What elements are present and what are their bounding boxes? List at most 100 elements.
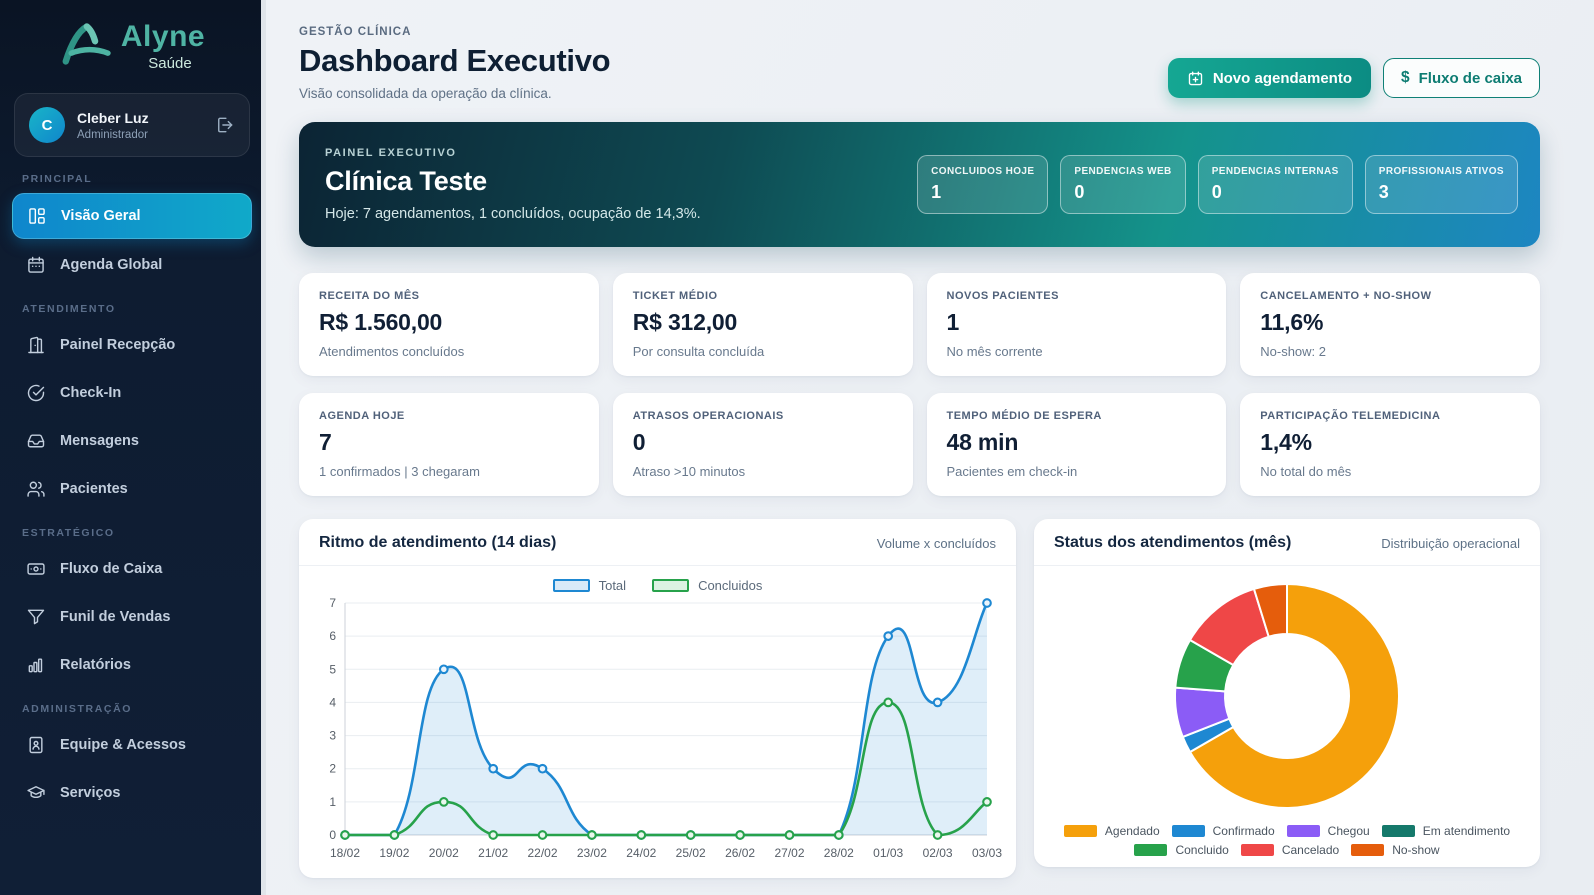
- sidebar-item-label: Painel Recepção: [60, 337, 176, 353]
- novo-agendamento-button[interactable]: Novo agendamento: [1167, 58, 1371, 98]
- page-eyebrow: GESTÃO CLÍNICA: [299, 26, 412, 38]
- kpi-value: 1,4%: [1260, 429, 1312, 455]
- legend-swatch-icon: [1351, 844, 1385, 856]
- legend-label: Total: [598, 578, 627, 593]
- sidebar-section-principal: PRINCIPAL: [22, 173, 93, 185]
- svg-text:22/02: 22/02: [527, 846, 557, 860]
- bar-chart-icon: [26, 655, 46, 675]
- banknote-icon: [26, 559, 46, 579]
- kpi-label: ATRASOS OPERACIONAIS: [632, 410, 784, 422]
- kpi-label: RECEITA DO MÊS: [319, 290, 420, 302]
- kpi-card-receita-do-mes: RECEITA DO MÊS R$ 1.560,00 Atendimentos …: [299, 273, 599, 376]
- sidebar-item-painel-recepcao[interactable]: Painel Recepção: [12, 323, 252, 367]
- svg-text:18/02: 18/02: [330, 846, 360, 860]
- fluxo-de-caixa-button[interactable]: $ Fluxo de caixa: [1383, 58, 1540, 98]
- legend-item-total[interactable]: Total: [552, 578, 627, 593]
- sidebar-item-servicos[interactable]: Serviços: [12, 771, 252, 815]
- donut-legend-item[interactable]: Confirmado: [1171, 824, 1275, 838]
- clinic-name: Clínica Teste: [325, 166, 487, 196]
- stat-chip-pendencias-internas: PENDENCIAS INTERNAS 0: [1197, 155, 1353, 214]
- sidebar-item-label: Relatórios: [60, 657, 131, 673]
- sidebar-item-visao-geral[interactable]: Visão Geral: [12, 193, 252, 239]
- sidebar-item-funil-de-vendas[interactable]: Funil de Vendas: [12, 595, 252, 639]
- kpi-card-ticket-medio: TICKET MÉDIO R$ 312,00 Por consulta conc…: [612, 273, 913, 376]
- donut-legend-item[interactable]: No-show: [1351, 843, 1440, 857]
- sidebar-item-agenda-global[interactable]: Agenda Global: [12, 243, 252, 287]
- svg-text:01/03: 01/03: [873, 846, 903, 860]
- donut-legend-item[interactable]: Concluido: [1134, 843, 1229, 857]
- svg-text:1: 1: [329, 795, 336, 809]
- donut-legend-item[interactable]: Cancelado: [1240, 843, 1340, 857]
- sidebar-item-label: Visão Geral: [61, 208, 141, 224]
- kpi-sub: No-show: 2: [1260, 344, 1326, 359]
- svg-text:24/02: 24/02: [626, 846, 656, 860]
- donut-legend-item[interactable]: Chegou: [1286, 824, 1370, 838]
- calendar-plus-icon: [1187, 70, 1204, 87]
- sidebar-section-estrategico: ESTRATÉGICO: [22, 527, 115, 539]
- kpi-label: NOVOS PACIENTES: [946, 290, 1059, 302]
- legend-label: No-show: [1392, 843, 1440, 857]
- user-card: C Cleber Luz Administrador: [14, 93, 250, 157]
- stat-chip-pendencias-web: PENDENCIAS WEB 0: [1060, 155, 1186, 214]
- chip-value: 0: [1211, 182, 1222, 202]
- sidebar-item-relatorios[interactable]: Relatórios: [12, 643, 252, 687]
- id-card-icon: [26, 735, 46, 755]
- kpi-value: R$ 312,00: [632, 309, 738, 335]
- donut-legend-item[interactable]: Em atendimento: [1381, 824, 1510, 838]
- donut-chart-canvas: [1173, 582, 1400, 809]
- sidebar-item-equipe-acessos[interactable]: Equipe & Acessos: [12, 723, 252, 767]
- kpi-label: CANCELAMENTO + NO-SHOW: [1260, 290, 1432, 302]
- brand-logo[interactable]: Alyne Saúde: [12, 0, 252, 87]
- legend-swatch-icon: [552, 579, 590, 592]
- kpi-card-atrasos-operacionais: ATRASOS OPERACIONAIS 0 Atraso >10 minuto…: [612, 393, 913, 496]
- svg-text:7: 7: [329, 596, 336, 610]
- user-role: Administrador: [77, 128, 148, 141]
- svg-text:19/02: 19/02: [379, 846, 409, 860]
- svg-text:20/02: 20/02: [429, 846, 459, 860]
- avatar: C: [29, 107, 65, 143]
- svg-text:25/02: 25/02: [676, 846, 706, 860]
- svg-text:6: 6: [329, 629, 336, 643]
- line-chart-title: Ritmo de atendimento (14 dias): [319, 534, 557, 551]
- legend-label: Cancelado: [1281, 843, 1340, 857]
- inbox-icon: [26, 431, 46, 451]
- svg-text:27/02: 27/02: [774, 846, 804, 860]
- donut-chart-title: Status dos atendimentos (mês): [1054, 534, 1292, 551]
- legend-item-concluidos[interactable]: Concluidos: [652, 578, 762, 593]
- donut-legend: Agendado Confirmado Chegou Em atendimento Co…: [1050, 824, 1524, 857]
- donut-legend-item[interactable]: Agendado: [1063, 824, 1160, 838]
- sidebar-item-check-in[interactable]: Check-In: [12, 371, 252, 415]
- line-chart-hint: Volume x concluídos: [876, 535, 996, 551]
- svg-text:23/02: 23/02: [577, 846, 607, 860]
- chip-label: CONCLUIDOS HOJE: [931, 166, 1035, 177]
- chip-label: PENDENCIAS WEB: [1074, 166, 1172, 177]
- legend-swatch-icon: [1381, 825, 1415, 837]
- button-label: Fluxo de caixa: [1418, 69, 1522, 87]
- legend-swatch-icon: [1171, 825, 1205, 837]
- graduation-cap-icon: [26, 783, 46, 803]
- kpi-value: 48 min: [946, 429, 1019, 455]
- kpi-sub: No total do mês: [1260, 464, 1352, 479]
- legend-label: Chegou: [1327, 824, 1370, 838]
- main-content: GESTÃO CLÍNICA Dashboard Executivo Visão…: [266, 0, 1594, 895]
- legend-swatch-icon: [1240, 844, 1274, 856]
- kpi-label: AGENDA HOJE: [319, 410, 405, 422]
- sidebar-item-pacientes[interactable]: Pacientes: [12, 467, 252, 511]
- svg-text:28/02: 28/02: [824, 846, 854, 860]
- kpi-value: 7: [319, 429, 332, 455]
- sidebar-item-mensagens[interactable]: Mensagens: [12, 419, 252, 463]
- page-subtitle: Visão consolidada da operação da clínica…: [299, 86, 552, 101]
- sidebar-item-fluxo-de-caixa[interactable]: Fluxo de Caixa: [12, 547, 252, 591]
- kpi-card-cancelamento-no-show: CANCELAMENTO + NO-SHOW 11,6% No-show: 2: [1240, 273, 1540, 376]
- calendar-icon: [26, 255, 46, 275]
- svg-text:5: 5: [329, 662, 336, 676]
- sidebar-scrollbar[interactable]: [261, 0, 266, 895]
- logout-icon[interactable]: [215, 115, 235, 135]
- brand-subtitle: Saúde: [148, 55, 192, 72]
- page-title: Dashboard Executivo: [299, 43, 611, 78]
- legend-label: Agendado: [1104, 824, 1160, 838]
- stat-chip-profissionais-ativos: PROFISSIONAIS ATIVOS 3: [1364, 155, 1518, 214]
- kpi-card-agenda-hoje: AGENDA HOJE 7 1 confirmados | 3 chegaram: [299, 393, 599, 496]
- chip-label: PENDENCIAS INTERNAS: [1211, 166, 1339, 177]
- sidebar-section-atendimento: ATENDIMENTO: [22, 303, 116, 315]
